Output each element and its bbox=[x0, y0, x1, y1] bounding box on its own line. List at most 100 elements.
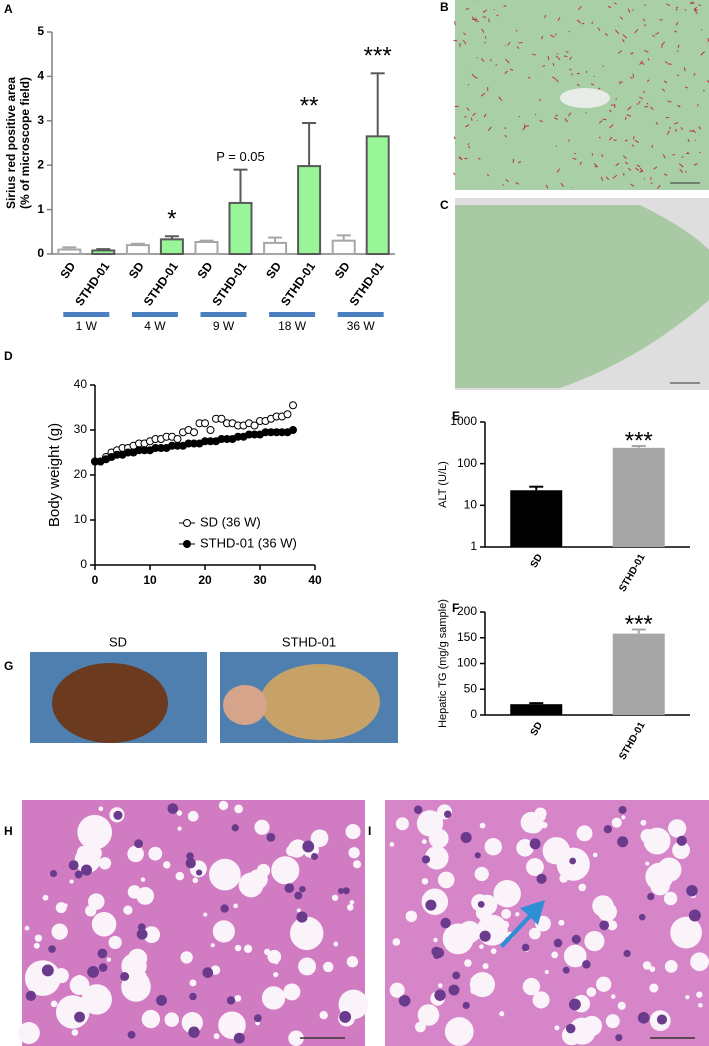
vacuole bbox=[433, 937, 438, 943]
nucleus bbox=[311, 853, 319, 861]
fibre bbox=[569, 68, 572, 71]
fibre bbox=[664, 61, 668, 64]
fibre bbox=[568, 139, 571, 142]
fibre bbox=[624, 139, 628, 142]
fibre bbox=[666, 3, 671, 7]
vacuole bbox=[349, 900, 355, 905]
vacuole bbox=[42, 894, 49, 901]
fibre bbox=[505, 179, 509, 183]
panel-label: D bbox=[4, 349, 13, 363]
vacuole bbox=[69, 879, 74, 884]
vacuole bbox=[345, 824, 361, 840]
fibre bbox=[612, 174, 618, 179]
fibre bbox=[556, 168, 560, 173]
vacuole bbox=[586, 987, 597, 997]
point bbox=[190, 428, 198, 437]
vacuole bbox=[515, 912, 520, 917]
fibre bbox=[483, 41, 486, 44]
y-axis-label: (% of microscope field) bbox=[18, 77, 32, 209]
fibre bbox=[693, 6, 698, 11]
fibre bbox=[453, 136, 456, 140]
fibre bbox=[693, 73, 696, 76]
bar bbox=[612, 447, 665, 547]
vacuole bbox=[499, 1011, 505, 1017]
nucleus bbox=[294, 891, 303, 900]
fibre bbox=[471, 16, 476, 21]
fibre bbox=[560, 182, 564, 187]
fibre bbox=[700, 51, 705, 56]
vacuole bbox=[642, 961, 652, 970]
fibre bbox=[576, 19, 581, 24]
nucleus bbox=[647, 892, 655, 901]
nucleus bbox=[113, 810, 123, 820]
point bbox=[217, 414, 226, 423]
group-label: 1 W bbox=[76, 319, 98, 333]
vacuole bbox=[617, 1001, 626, 1010]
vacuole bbox=[484, 838, 502, 856]
vacuole bbox=[523, 850, 530, 857]
fibre bbox=[555, 55, 561, 61]
vacuole bbox=[283, 983, 301, 1001]
fibre bbox=[666, 130, 670, 135]
photo-label: STHD-01 bbox=[282, 634, 336, 649]
y-tick-label: 40 bbox=[74, 377, 88, 391]
legend-marker bbox=[183, 519, 191, 527]
vacuole bbox=[108, 935, 122, 950]
fibre bbox=[502, 183, 504, 186]
fibre bbox=[552, 76, 557, 80]
fibre bbox=[689, 130, 691, 132]
vacuole bbox=[247, 869, 268, 890]
y-tick-label: 0 bbox=[37, 246, 44, 260]
fibre bbox=[581, 22, 585, 25]
vacuole bbox=[464, 959, 472, 967]
bar bbox=[331, 239, 356, 255]
bar bbox=[612, 633, 665, 715]
significance: *** bbox=[625, 427, 653, 454]
vacuole bbox=[298, 957, 317, 976]
vacuole bbox=[33, 942, 40, 949]
fibre bbox=[463, 32, 466, 36]
vessel bbox=[560, 88, 610, 108]
x-tick-label: STHD-01 bbox=[347, 259, 387, 308]
fibre bbox=[632, 52, 634, 55]
vacuole bbox=[663, 891, 678, 906]
vacuole bbox=[71, 1029, 79, 1036]
nucleus bbox=[87, 965, 100, 978]
fibre bbox=[520, 41, 523, 44]
nucleus bbox=[136, 928, 148, 940]
vacuole bbox=[442, 923, 474, 955]
vacuole bbox=[479, 944, 484, 949]
y-tick-label: 50 bbox=[464, 681, 478, 695]
x-tick-label: SD bbox=[57, 259, 78, 281]
legend-marker bbox=[183, 540, 191, 548]
vacuole bbox=[88, 986, 103, 1001]
fibre bbox=[661, 41, 666, 46]
vacuole bbox=[41, 987, 47, 993]
vacuole bbox=[288, 1030, 304, 1046]
vacuole bbox=[526, 858, 544, 876]
fibre bbox=[631, 144, 635, 147]
vacuole bbox=[163, 861, 171, 869]
fibre bbox=[622, 34, 628, 39]
bar bbox=[510, 490, 563, 547]
fibre bbox=[636, 164, 641, 168]
fibre bbox=[467, 83, 470, 86]
nucleus bbox=[188, 1026, 200, 1038]
fibre bbox=[655, 121, 658, 125]
panel-label: G bbox=[4, 659, 13, 673]
y-tick-label: 1 bbox=[37, 202, 44, 216]
vacuole bbox=[470, 975, 481, 986]
nucleus bbox=[582, 960, 591, 969]
panel-label: E bbox=[452, 409, 460, 423]
vacuole bbox=[209, 858, 241, 891]
vacuole bbox=[77, 814, 113, 850]
nucleus bbox=[339, 1010, 352, 1023]
vacuole bbox=[24, 925, 30, 931]
vacuole bbox=[609, 1020, 615, 1026]
fibre bbox=[482, 9, 488, 14]
nucleus bbox=[25, 990, 36, 1002]
fibre bbox=[707, 38, 709, 40]
nucleus bbox=[189, 992, 197, 1001]
vacuole bbox=[474, 866, 489, 882]
vacuole bbox=[649, 966, 656, 972]
